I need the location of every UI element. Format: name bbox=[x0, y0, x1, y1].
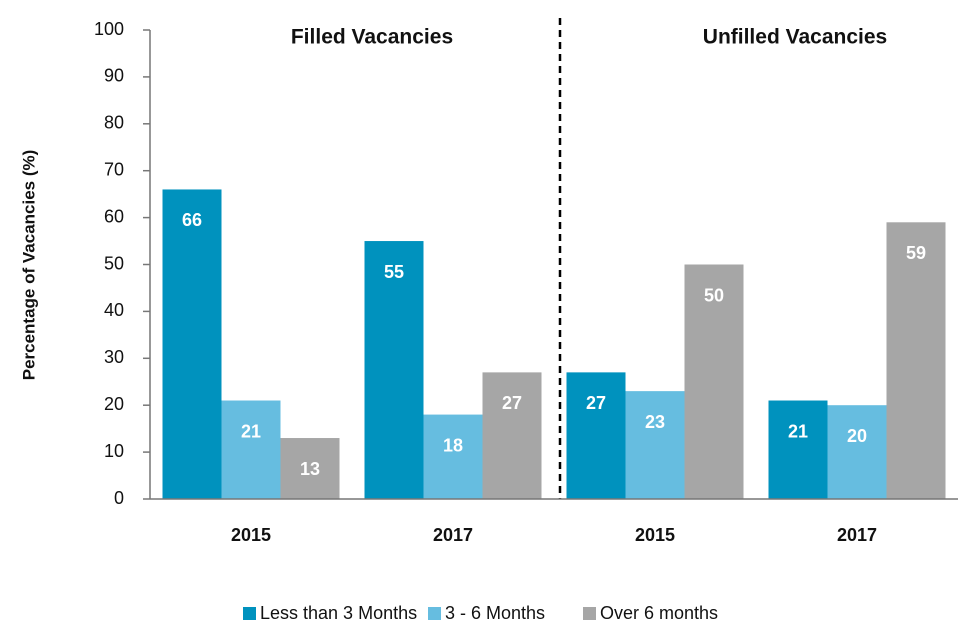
data-label: 21 bbox=[788, 421, 808, 441]
bar bbox=[886, 222, 946, 500]
y-tick-label: 0 bbox=[114, 488, 124, 508]
data-label: 55 bbox=[384, 262, 404, 282]
bar bbox=[423, 414, 483, 499]
y-tick-label: 100 bbox=[94, 19, 124, 39]
x-tick-label: 2017 bbox=[433, 525, 473, 545]
legend-label: Over 6 months bbox=[600, 603, 718, 623]
data-label: 59 bbox=[906, 243, 926, 263]
data-label: 50 bbox=[704, 285, 724, 305]
bar bbox=[684, 264, 744, 499]
y-tick-label: 10 bbox=[104, 441, 124, 461]
section-title: Filled Vacancies bbox=[291, 26, 453, 49]
y-tick-label: 70 bbox=[104, 159, 124, 179]
y-tick-label: 80 bbox=[104, 113, 124, 133]
section-title: Unfilled Vacancies bbox=[703, 26, 887, 49]
bar bbox=[162, 189, 222, 499]
y-tick-label: 60 bbox=[104, 206, 124, 226]
data-label: 27 bbox=[586, 393, 606, 413]
bar bbox=[566, 372, 626, 499]
y-tick-label: 50 bbox=[104, 253, 124, 273]
y-tick-label: 90 bbox=[104, 66, 124, 86]
bar bbox=[827, 405, 887, 499]
bar bbox=[364, 241, 424, 500]
data-label: 21 bbox=[241, 421, 261, 441]
bar bbox=[625, 391, 685, 499]
bar bbox=[482, 372, 542, 499]
bar bbox=[768, 400, 828, 499]
bar bbox=[280, 438, 340, 499]
bar bbox=[221, 400, 281, 499]
data-label: 13 bbox=[300, 459, 320, 479]
x-tick-label: 2015 bbox=[231, 525, 271, 545]
x-tick-label: 2015 bbox=[635, 525, 675, 545]
data-label: 23 bbox=[645, 412, 665, 432]
data-label: 18 bbox=[443, 435, 463, 455]
data-label: 27 bbox=[502, 393, 522, 413]
legend-swatch bbox=[428, 607, 441, 620]
legend-label: 3 - 6 Months bbox=[445, 603, 545, 623]
x-tick-label: 2017 bbox=[837, 525, 877, 545]
legend-label: Less than 3 Months bbox=[260, 603, 417, 623]
legend-swatch bbox=[583, 607, 596, 620]
y-tick-label: 40 bbox=[104, 300, 124, 320]
y-tick-label: 30 bbox=[104, 347, 124, 367]
y-tick-label: 20 bbox=[104, 394, 124, 414]
y-axis-label: Percentage of Vacancies (%) bbox=[19, 150, 38, 381]
data-label: 20 bbox=[847, 426, 867, 446]
data-label: 66 bbox=[182, 210, 202, 230]
legend-swatch bbox=[243, 607, 256, 620]
